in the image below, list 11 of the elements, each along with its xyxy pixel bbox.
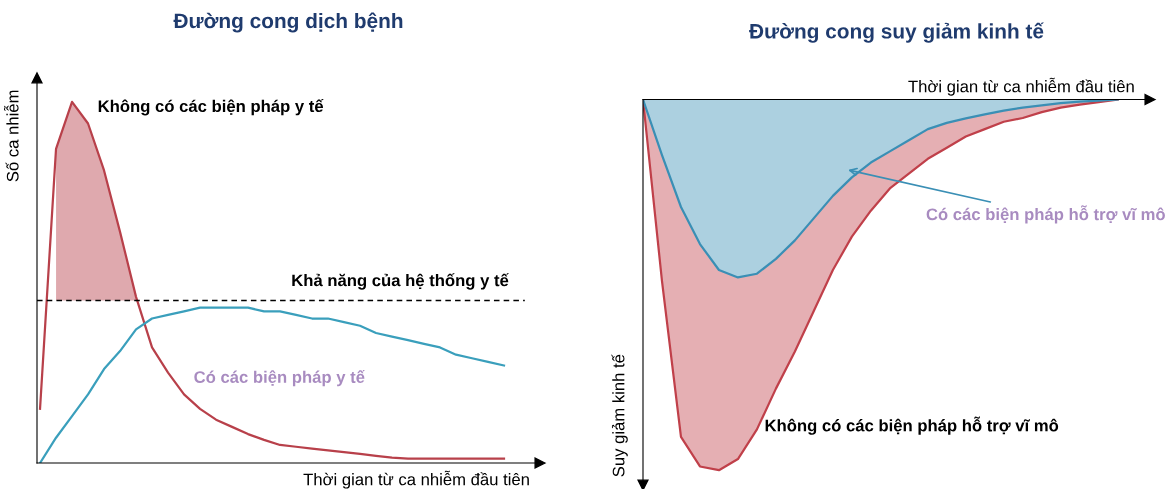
annotation: Không có các biện pháp y tế bbox=[98, 99, 324, 116]
chart-title: Đường cong suy giảm kinh tế bbox=[749, 22, 1045, 43]
annotation: Không có các biện pháp hỗ trợ vĩ mô bbox=[765, 416, 1059, 435]
annotation: Có các biện pháp hỗ trợ vĩ mô bbox=[926, 205, 1165, 224]
ref-line-label: Khả năng của hệ thống y tế bbox=[292, 273, 509, 290]
y-axis-title: Số ca nhiễm bbox=[4, 90, 19, 182]
y-axis-title: Suy giảm kinh tế bbox=[611, 354, 628, 477]
chart-title: Đường cong dịch bệnh bbox=[173, 12, 403, 33]
x-axis-title: Thời gian từ ca nhiễm đầu tiên bbox=[908, 77, 1134, 96]
x-axis-title: Thời gian từ ca nhiễm đầu tiên bbox=[303, 470, 529, 489]
annotation: Có các biện pháp y tế bbox=[194, 369, 365, 387]
